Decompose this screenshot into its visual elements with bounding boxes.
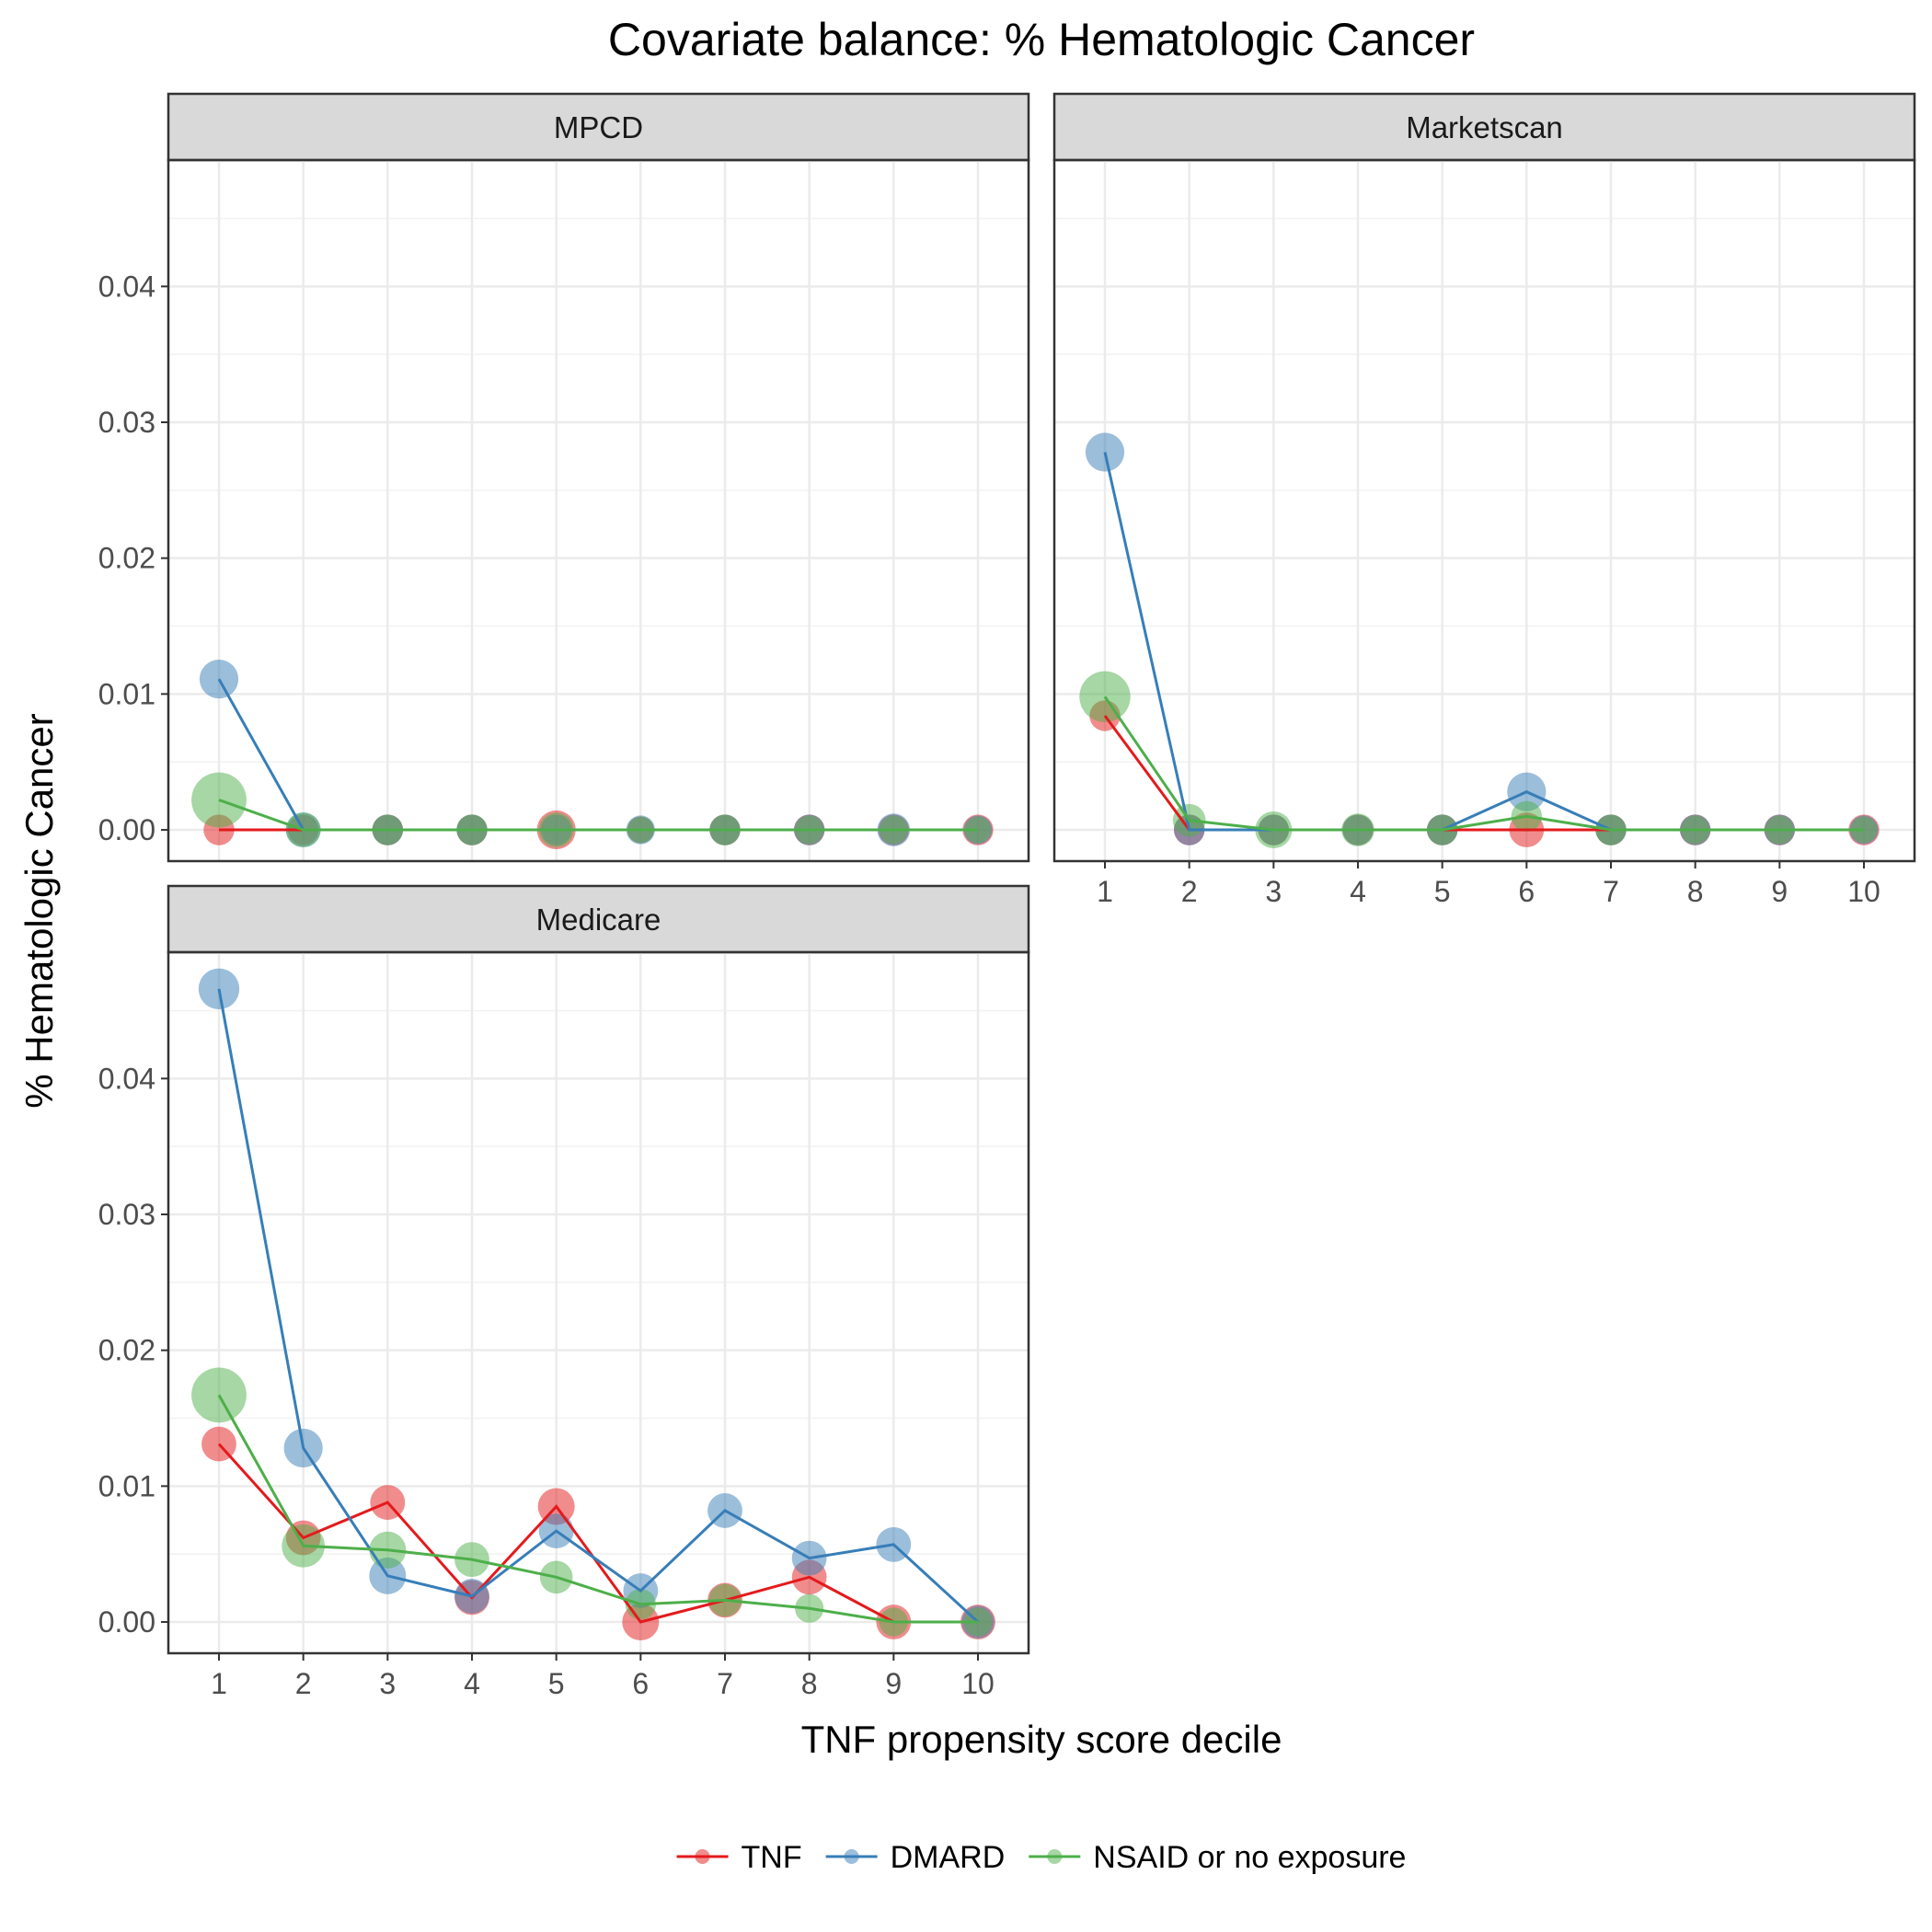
- y-tick-label: 0.01: [98, 1469, 155, 1502]
- strip-marketscan: [1052, 92, 1916, 162]
- panel-marketscan: Marketscan 1 2 3 4 5 6 7 8 9 10: [1052, 92, 1916, 908]
- x-axis-title: TNF propensity score decile: [801, 1718, 1282, 1761]
- y-tick-label: 0.00: [98, 1605, 155, 1639]
- panel-medicare: Medicare 0.00 0.01 0.02 0.03 0.04 1 2 3 4 5 6 7 8 9 10: [98, 884, 1030, 1700]
- y-axis-title: % Hematologic Cancer: [17, 713, 61, 1109]
- x-tick-label: 9: [885, 1667, 902, 1700]
- y-tick-label: 0.02: [98, 1334, 155, 1367]
- x-tick-label: 4: [464, 1667, 480, 1700]
- legend-label-nsaid-or-no-exposure: NSAID or no exposure: [1093, 1840, 1406, 1875]
- points-mpcd: [191, 660, 994, 850]
- x-tick-label: 3: [1265, 875, 1282, 908]
- x-tick-label: 6: [632, 1667, 649, 1700]
- point-dmard: [198, 968, 240, 1010]
- strip-mpcd: [167, 92, 1030, 162]
- legend-item-dmard: DMARD: [825, 1840, 1006, 1875]
- legend-item-nsaid-or-no-exposure: NSAID or no exposure: [1029, 1840, 1406, 1875]
- y-tick-label: 0.03: [98, 1198, 155, 1231]
- x-tick-label: 10: [961, 1667, 995, 1700]
- x-tick-label: 5: [548, 1667, 565, 1700]
- x-tick-label: 8: [801, 1667, 818, 1700]
- panel-mpcd: MPCD 0.00 0.01 0.02 0.03 0.04: [98, 92, 1030, 863]
- y-tick-label: 0.04: [98, 270, 155, 303]
- y-tick-label: 0.03: [98, 406, 155, 439]
- facet-panels: MPCD 0.00 0.01 0.02 0.03 0.04 Marketscan 1 2 3 4 5 6…: [98, 92, 1916, 1700]
- x-tick-label: 10: [1847, 875, 1880, 908]
- strip-label-marketscan: Marketscan: [1406, 110, 1563, 144]
- legend-item-tnf: TNF: [676, 1840, 802, 1875]
- x-tick-label: 3: [379, 1667, 396, 1700]
- x-tick-label: 4: [1350, 875, 1366, 908]
- line-dmard: [217, 988, 980, 1624]
- x-tick-label: 6: [1518, 875, 1535, 908]
- legend-key-point-dmard: [844, 1849, 859, 1864]
- lines-medicare: [217, 988, 980, 1624]
- legend-label-dmard: DMARD: [891, 1840, 1006, 1875]
- line-nsaid-or-no-exposure: [217, 1394, 978, 1624]
- x-tick-label: 7: [1603, 875, 1619, 908]
- x-tick-label: 2: [1181, 875, 1198, 908]
- legend-label-tnf: TNF: [742, 1840, 802, 1875]
- y-tick-label: 0.01: [98, 677, 155, 710]
- legend-key-point-tnf: [695, 1849, 710, 1864]
- strip-label-medicare: Medicare: [536, 903, 661, 937]
- y-tick-label: 0.02: [98, 542, 155, 575]
- line-nsaid-or-no-exposure: [218, 799, 978, 832]
- chart-title: Covariate balance: % Hematologic Cancer: [608, 14, 1475, 65]
- points-medicare: [191, 968, 995, 1641]
- y-tick-label: 0.04: [98, 1062, 155, 1095]
- x-tick-label: 8: [1687, 875, 1704, 908]
- line-tnf: [217, 1443, 978, 1624]
- strip-medicare: [167, 884, 1030, 954]
- legend-key-point-nsaid-or-no-exposure: [1047, 1849, 1063, 1864]
- lines-mpcd: [217, 678, 978, 832]
- panel-border-medicare: [167, 950, 1030, 1655]
- y-tick-label: 0.00: [98, 813, 155, 846]
- x-tick-label: 9: [1771, 875, 1788, 908]
- x-tick-label: 1: [1097, 875, 1113, 908]
- line-tnf: [1103, 715, 1864, 832]
- legend: TNF DMARD NSAID or no exposure: [676, 1840, 1406, 1875]
- x-tick-label: 5: [1434, 875, 1451, 908]
- panel-border-marketscan: [1052, 158, 1916, 863]
- x-tick-label: 7: [717, 1667, 733, 1700]
- panel-border-mpcd: [167, 158, 1030, 863]
- points-marketscan: [1079, 432, 1880, 849]
- line-dmard: [217, 678, 978, 832]
- line-dmard: [1103, 452, 1864, 832]
- x-tick-label: 1: [211, 1667, 227, 1700]
- x-tick-label: 2: [295, 1667, 312, 1700]
- strip-label-mpcd: MPCD: [554, 110, 643, 144]
- lines-marketscan: [1103, 452, 1864, 832]
- line-nsaid-or-no-exposure: [1103, 696, 1864, 832]
